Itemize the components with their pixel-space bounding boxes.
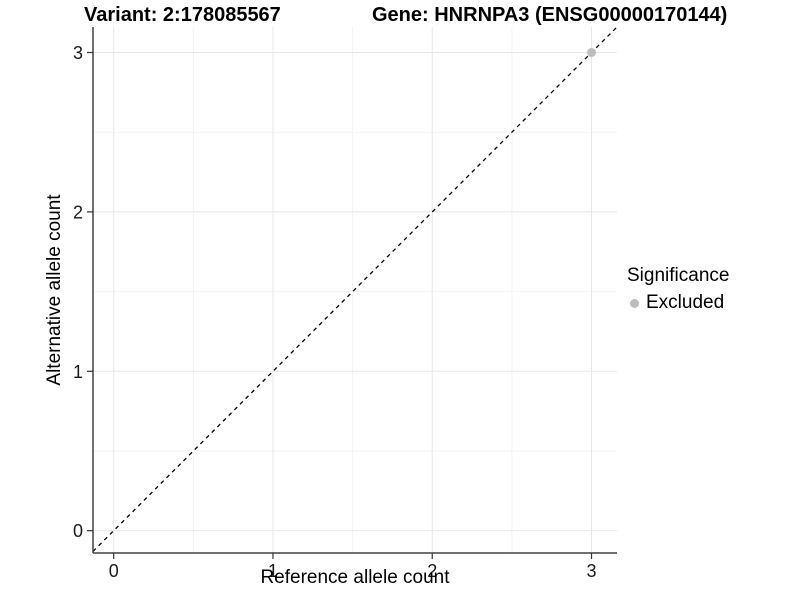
y-tick-label: 0 bbox=[73, 521, 83, 541]
y-axis-label: Alternative allele count bbox=[44, 194, 65, 386]
y-tick-label: 3 bbox=[73, 43, 83, 63]
plot-title-gene: Gene: HNRNPA3 (ENSG00000170144) bbox=[372, 4, 728, 26]
x-tick-label: 2 bbox=[427, 561, 437, 581]
x-tick-label: 1 bbox=[268, 561, 278, 581]
y-tick-label: 2 bbox=[73, 202, 83, 222]
legend: Significance Excluded bbox=[627, 265, 729, 314]
plot-panel: 0 1 2 3 0 1 2 3 bbox=[73, 26, 618, 581]
x-tick-label: 0 bbox=[109, 561, 119, 581]
scatter-plot-canvas: 0 1 2 3 0 1 2 3 bbox=[73, 26, 618, 581]
legend-point-swatch bbox=[630, 298, 639, 308]
legend-item-excluded: Excluded bbox=[627, 292, 729, 314]
legend-title: Significance bbox=[627, 265, 730, 286]
y-tick-label: 1 bbox=[73, 362, 83, 382]
identity-line bbox=[92, 26, 618, 552]
x-axis-label: Reference allele count bbox=[260, 567, 450, 588]
legend-item-label: Excluded bbox=[646, 292, 725, 313]
x-tick-label: 3 bbox=[587, 561, 597, 581]
plot-title-variant: Variant: 2:178085567 bbox=[84, 4, 281, 26]
data-point bbox=[587, 48, 597, 58]
